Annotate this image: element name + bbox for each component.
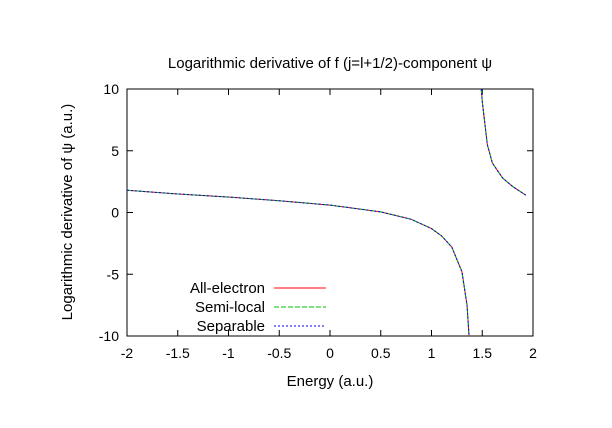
x-tick-label: 1 — [428, 345, 436, 361]
x-tick-labels: -2 -1.5 -1 -0.5 0 0.5 1 1.5 2 — [121, 345, 537, 361]
legend-label: Separable — [197, 318, 265, 335]
legend-label: All-electron — [190, 280, 265, 297]
series-line-separable-branch-0 — [127, 189, 470, 336]
x-tick-label: 0 — [326, 345, 334, 361]
series-line-semi-local-branch-0 — [127, 189, 470, 336]
chart-title: Logarithmic derivative of f (j=l+1/2)-co… — [168, 55, 492, 72]
series-line-separable-branch-1 — [480, 89, 527, 196]
y-tick-label: -10 — [99, 328, 119, 344]
legend: All-electron Semi-local Separable — [190, 280, 326, 335]
y-tick-labels: 10 5 0 -5 -10 — [99, 81, 119, 344]
series-line-all-electron-branch-0 — [127, 189, 470, 336]
x-tick-label: -1.5 — [166, 345, 190, 361]
x-axis-label: Energy (a.u.) — [287, 373, 374, 390]
x-tick-label: -0.5 — [267, 345, 291, 361]
y-tick-label: 5 — [111, 143, 119, 159]
series-lines — [127, 89, 527, 336]
y-tick-label: -5 — [107, 266, 120, 282]
x-tick-label: 0.5 — [371, 345, 391, 361]
axis-ticks — [126, 88, 534, 337]
legend-label: Semi-local — [195, 299, 265, 316]
series-line-semi-local-branch-1 — [480, 89, 527, 196]
plot-frame — [126, 88, 534, 337]
x-tick-label: -1 — [222, 345, 235, 361]
x-tick-label: 1.5 — [473, 345, 493, 361]
x-tick-label: -2 — [121, 345, 134, 361]
x-tick-label: 2 — [529, 345, 537, 361]
y-tick-label: 10 — [103, 81, 119, 97]
y-tick-label: 0 — [111, 205, 119, 221]
y-axis-label: Logarithmic derivative of ψ (a.u.) — [59, 104, 76, 321]
